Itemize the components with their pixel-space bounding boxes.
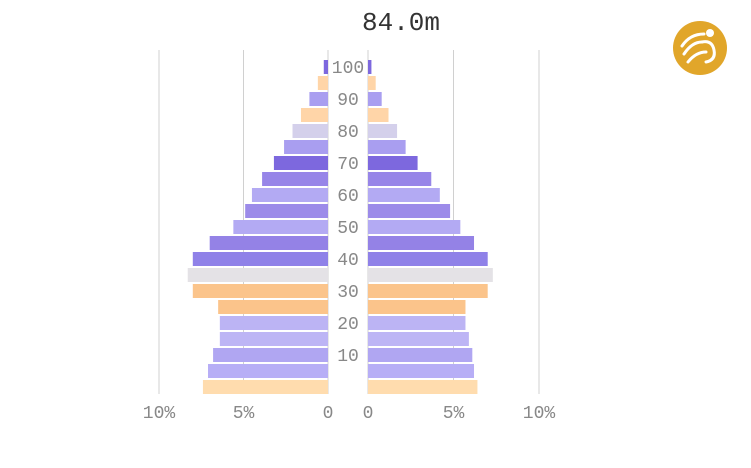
bar-right <box>368 220 461 234</box>
bar-left <box>245 204 328 218</box>
age-label: 50 <box>337 219 359 239</box>
bar-left <box>251 188 328 202</box>
bar-left <box>192 252 328 266</box>
bar-right <box>368 364 475 378</box>
bar-right <box>368 204 451 218</box>
tick-label-right: 0 <box>363 404 374 424</box>
bar-left <box>233 220 328 234</box>
bars-right <box>368 60 493 394</box>
bar-left <box>208 364 328 378</box>
bar-right <box>368 332 469 346</box>
bar-left <box>317 76 328 90</box>
age-label: 40 <box>337 251 359 271</box>
bar-left <box>292 124 328 138</box>
bar-right <box>368 236 475 250</box>
age-label: 100 <box>332 59 364 79</box>
tick-label-right: 5% <box>443 404 465 424</box>
bars-left <box>187 60 328 394</box>
age-label: 70 <box>337 155 359 175</box>
bar-right <box>368 76 376 90</box>
age-label: 30 <box>337 283 359 303</box>
age-label: 80 <box>337 123 359 143</box>
bar-right <box>368 156 418 170</box>
bar-left <box>219 332 328 346</box>
bar-left <box>202 380 328 394</box>
tick-label-left: 5% <box>233 404 255 424</box>
age-label: 10 <box>337 347 359 367</box>
bar-left <box>300 108 328 122</box>
chart-title: 84.0m <box>361 8 440 38</box>
bar-left <box>284 140 328 154</box>
bar-left <box>273 156 328 170</box>
bar-right <box>368 300 466 314</box>
dragon-logo-icon <box>673 21 727 75</box>
bar-right <box>368 268 493 282</box>
bar-left <box>219 316 328 330</box>
bar-left <box>309 92 328 106</box>
age-label: 60 <box>337 187 359 207</box>
bar-right <box>368 284 488 298</box>
bar-left <box>192 284 328 298</box>
tick-label-left: 0 <box>323 404 334 424</box>
bar-left <box>209 236 328 250</box>
bar-left <box>213 348 328 362</box>
tick-label-right: 10% <box>523 404 556 424</box>
bar-right <box>368 140 406 154</box>
bar-left <box>218 300 328 314</box>
bar-right <box>368 380 478 394</box>
tick-labels: 10% 5% 0 0 5% 10% <box>143 404 556 424</box>
bar-right <box>368 124 398 138</box>
bar-right <box>368 108 389 122</box>
bar-right <box>368 252 488 266</box>
age-label: 90 <box>337 91 359 111</box>
bar-left <box>323 60 328 74</box>
bar-right <box>368 92 382 106</box>
bar-right <box>368 60 372 74</box>
bar-left <box>187 268 328 282</box>
age-labels: 10 20 30 40 50 60 70 80 90 100 <box>332 59 364 367</box>
bar-right <box>368 316 466 330</box>
bar-left <box>262 172 328 186</box>
age-label: 20 <box>337 315 359 335</box>
bar-right <box>368 172 432 186</box>
bar-right <box>368 348 473 362</box>
tick-label-left: 10% <box>143 404 176 424</box>
bar-right <box>368 188 440 202</box>
